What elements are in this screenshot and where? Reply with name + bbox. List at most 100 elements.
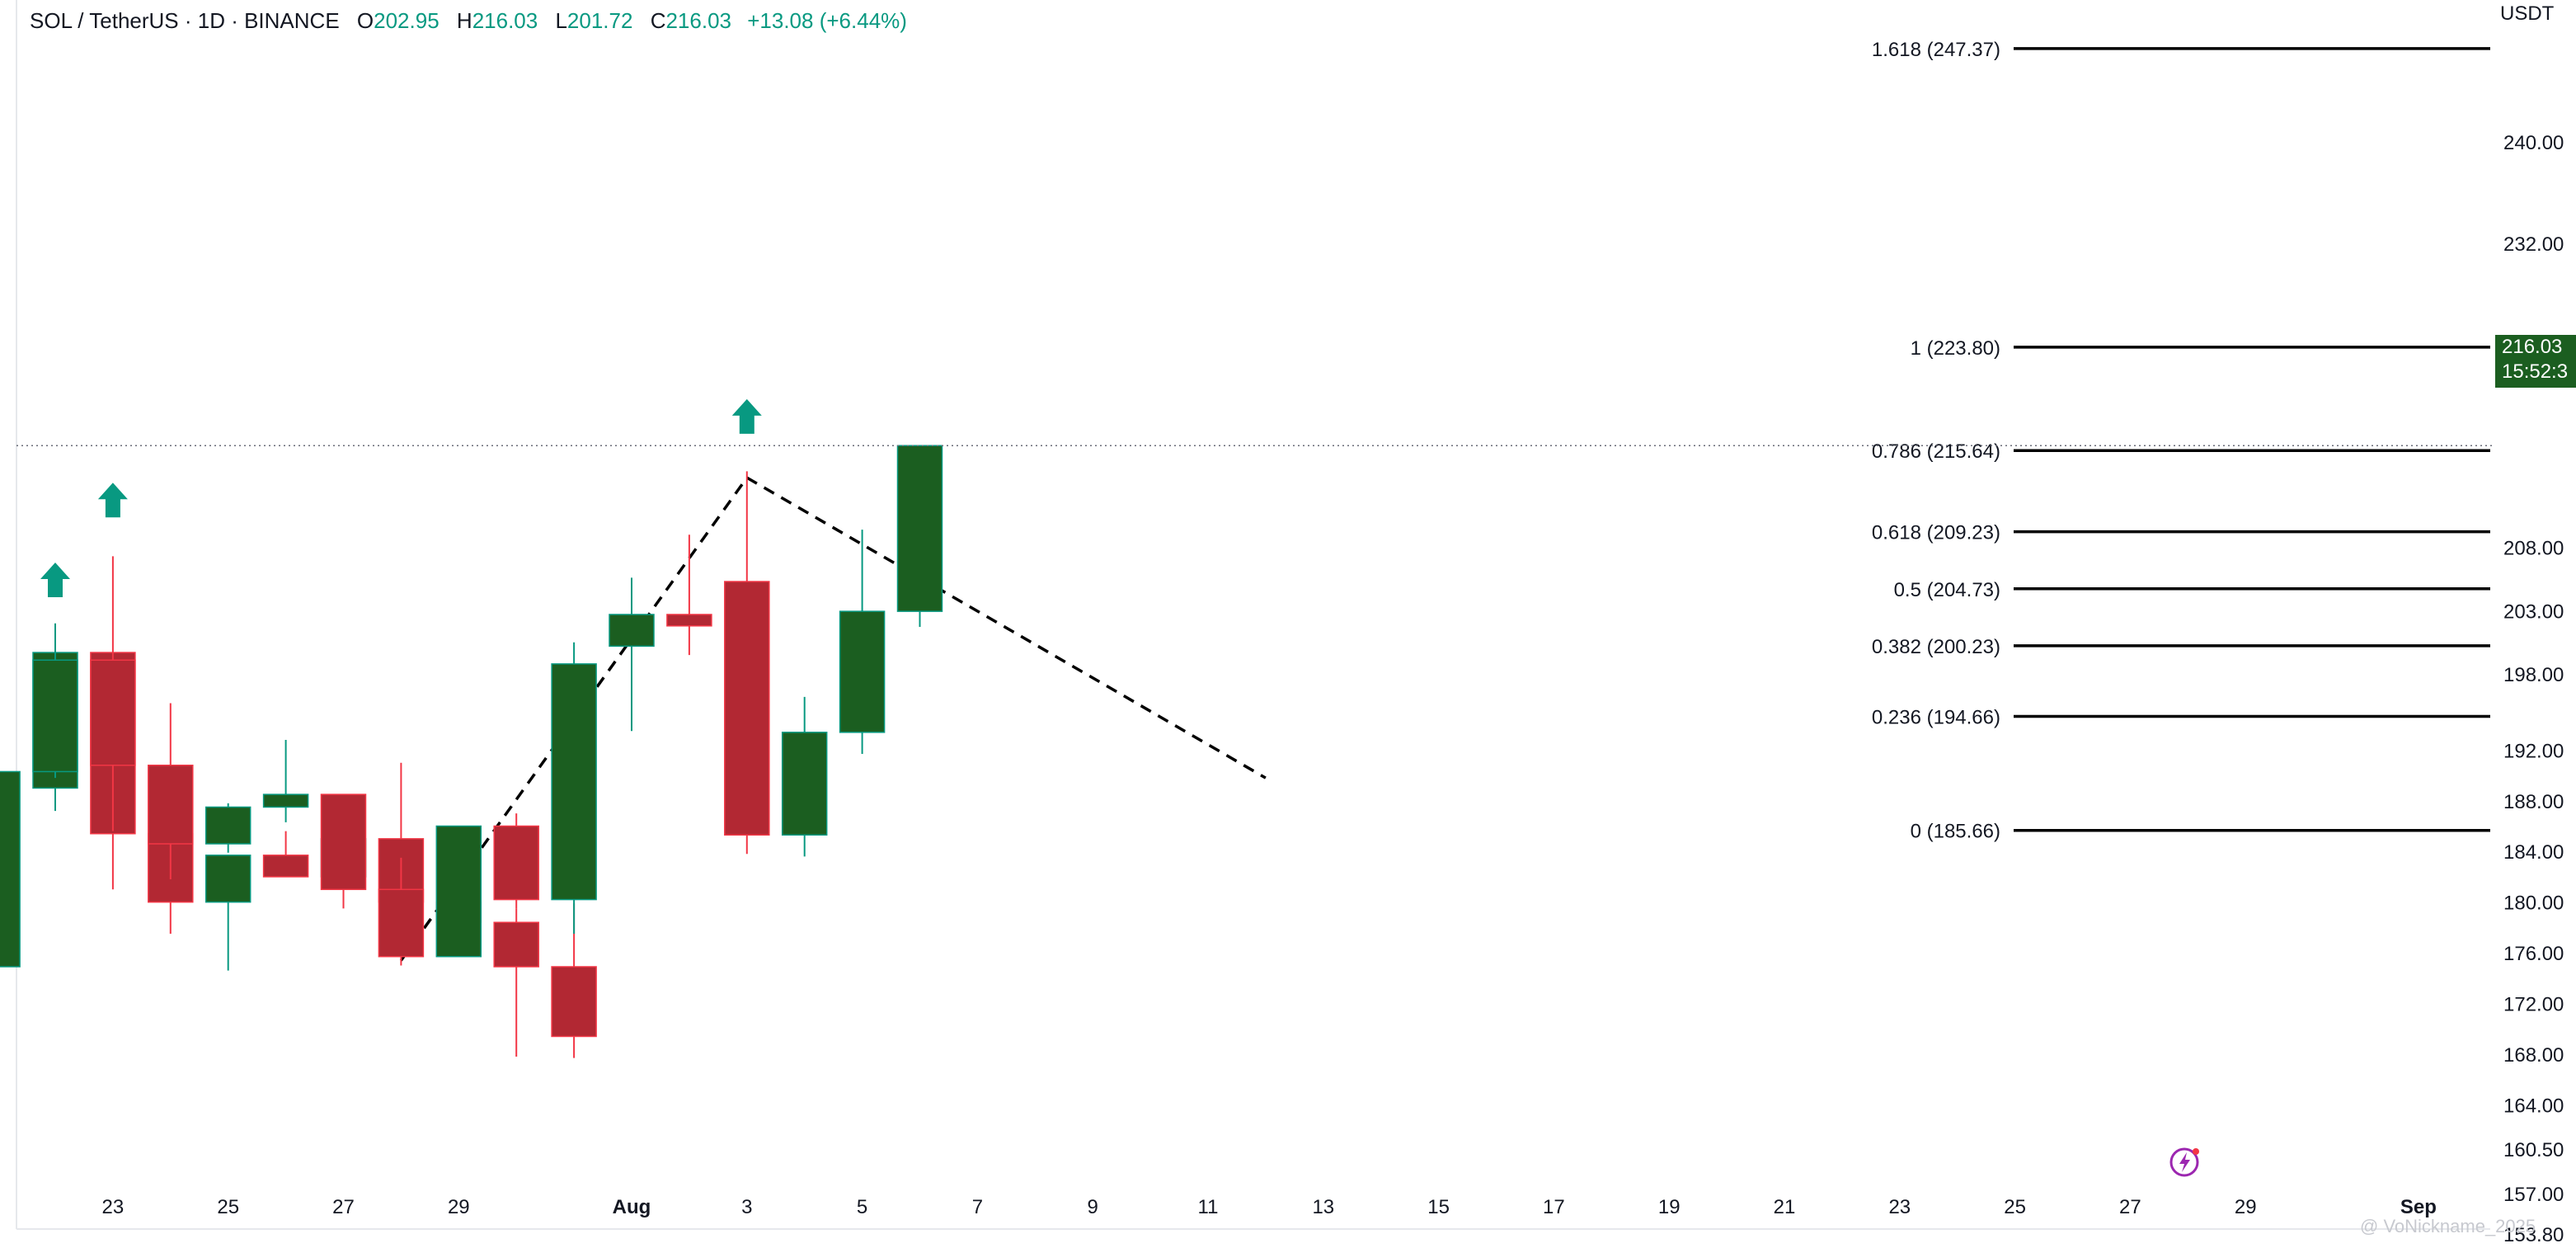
x-tick-label: Aug — [613, 1196, 651, 1218]
candle — [896, 445, 943, 628]
candle — [493, 813, 539, 909]
candle-body — [0, 770, 21, 968]
x-tick-label: 27 — [332, 1196, 355, 1218]
y-tick-label: 232.00 — [2503, 233, 2564, 256]
candle — [262, 740, 309, 822]
x-tick-label: 27 — [2119, 1196, 2141, 1218]
up-arrow-icon — [731, 398, 762, 434]
candles — [0, 445, 943, 1058]
candle-body — [204, 855, 251, 903]
fib-level-label: 1 (223.80) — [1911, 337, 2000, 360]
x-tick-label: 13 — [1312, 1196, 1334, 1218]
y-tick-label: 208.00 — [2503, 538, 2564, 560]
candle-body — [666, 614, 712, 627]
fib-level-label: 0.618 (209.23) — [1872, 522, 2000, 544]
candle — [493, 908, 539, 1057]
change-value: +13.08 (+6.44%) — [747, 8, 907, 33]
time-axis: 23 25 27 29 Aug 3 5 7 9 11 13 15 17 19 21 23 25 27 29 Sep — [102, 1196, 2437, 1218]
y-tick-label: 168.00 — [2503, 1044, 2564, 1067]
x-tick-label: 19 — [1658, 1196, 1681, 1218]
signal-arrows — [40, 398, 762, 597]
x-tick-label: 15 — [1427, 1196, 1450, 1218]
x-tick-label: 7 — [972, 1196, 983, 1218]
candle — [90, 556, 136, 831]
watermark: @ VoNickname_2025 — [2360, 1216, 2536, 1236]
candle — [609, 577, 655, 732]
x-tick-label: 9 — [1088, 1196, 1098, 1218]
candle-body — [378, 888, 425, 958]
candle-body — [435, 825, 482, 958]
x-tick-label: 5 — [857, 1196, 867, 1218]
candle — [320, 794, 367, 909]
fibonacci-levels: 1.618 (247.37) 1 (223.80) 0.786 (215.64) 0.… — [1872, 39, 2490, 843]
candle — [204, 803, 251, 853]
y-tick-label: 203.00 — [2503, 600, 2564, 623]
candle — [435, 825, 482, 958]
x-tick-label: 3 — [741, 1196, 752, 1218]
x-tick-label: 17 — [1543, 1196, 1565, 1218]
candle-body — [551, 663, 597, 901]
candle-body — [262, 855, 309, 878]
x-tick-label: 25 — [217, 1196, 239, 1218]
trend-line — [745, 476, 1267, 779]
y-tick-label: 164.00 — [2503, 1095, 2564, 1117]
candle-body — [896, 445, 943, 612]
fib-level-label: 1.618 (247.37) — [1872, 39, 2000, 61]
candle-body — [32, 659, 78, 773]
low-label: L — [555, 8, 567, 33]
x-tick-label: 11 — [1198, 1196, 1219, 1218]
candle — [551, 642, 597, 935]
x-tick-label: 29 — [2235, 1196, 2257, 1218]
candle — [262, 831, 309, 878]
y-tick-label: 153.80 — [2503, 1224, 2564, 1246]
x-tick-label: 21 — [1774, 1196, 1796, 1218]
trend-lines — [399, 476, 1267, 962]
high-value: 216.03 — [472, 8, 538, 33]
candle — [0, 770, 21, 968]
x-tick-label: 23 — [1888, 1196, 1911, 1218]
open-label: O — [356, 8, 374, 33]
y-tick-label: 184.00 — [2503, 841, 2564, 864]
fib-level-label: 0.786 (215.64) — [1872, 440, 2000, 463]
candle — [204, 855, 251, 971]
up-arrow-icon — [40, 562, 70, 597]
lightning-logo-icon — [2169, 1147, 2199, 1177]
candle-body — [551, 966, 597, 1038]
candle — [32, 623, 78, 779]
candle — [551, 903, 597, 1058]
countdown-timer: 15:52:3 — [2502, 360, 2569, 383]
x-tick-label: 29 — [448, 1196, 470, 1218]
candle-body — [493, 921, 539, 968]
currency-label[interactable]: USDT — [2500, 2, 2555, 25]
fib-level-label: 0.382 (200.23) — [1872, 636, 2000, 658]
candle-body — [204, 806, 251, 845]
last-price-tag: 216.03 15:52:3 — [2495, 335, 2576, 388]
x-tick-label: Sep — [2400, 1196, 2437, 1218]
candle — [148, 703, 194, 880]
candle — [839, 530, 886, 754]
y-tick-label: 172.00 — [2503, 994, 2564, 1016]
candle-body — [724, 581, 770, 836]
y-tick-label: 176.00 — [2503, 943, 2564, 965]
candle — [724, 471, 770, 855]
high-label: H — [456, 8, 472, 33]
fib-level-label: 0.236 (194.66) — [1872, 706, 2000, 728]
y-tick-label: 160.50 — [2503, 1139, 2564, 1161]
symbol-title: SOL / TetherUS · 1D · BINANCE — [30, 8, 340, 33]
close-label: C — [650, 8, 666, 33]
up-arrow-icon — [97, 483, 128, 518]
candle-body — [148, 765, 194, 845]
close-value: 216.03 — [665, 8, 731, 33]
candle-body — [839, 610, 886, 733]
y-tick-label: 180.00 — [2503, 892, 2564, 915]
y-tick-label: 198.00 — [2503, 664, 2564, 686]
x-tick-label: 25 — [2004, 1196, 2026, 1218]
last-price-value: 216.03 — [2502, 336, 2563, 358]
fib-level-label: 0.5 (204.73) — [1894, 579, 2000, 601]
candle-body — [781, 732, 828, 836]
candle-body — [493, 825, 539, 901]
y-tick-label: 157.00 — [2503, 1184, 2564, 1206]
y-tick-label: 240.00 — [2503, 132, 2564, 154]
